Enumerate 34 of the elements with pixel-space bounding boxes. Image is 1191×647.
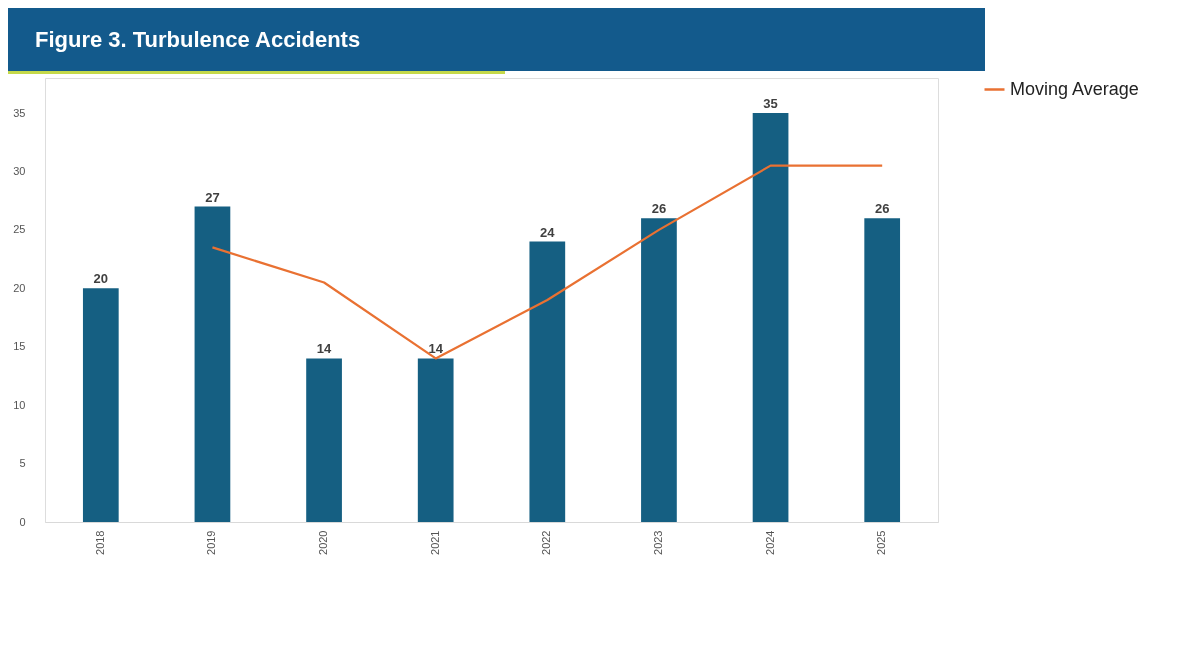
bar	[752, 113, 789, 522]
y-tick-label: 35	[13, 106, 26, 119]
bar	[306, 358, 342, 522]
x-tick-label: 2020	[317, 530, 330, 555]
data-label: 14	[316, 341, 333, 357]
data-label: 26	[874, 201, 890, 217]
x-tick-label: 2025	[875, 530, 888, 555]
data-label: 14	[428, 341, 444, 357]
bar	[417, 358, 454, 522]
y-tick-label: 15	[13, 340, 26, 353]
data-label: 24	[540, 224, 556, 240]
data-label: 26	[651, 201, 667, 217]
chart-title: Figure 3. Turbulence Accidents	[35, 27, 361, 52]
y-tick-label: 0	[19, 515, 26, 528]
x-tick-label: 2023	[651, 530, 664, 555]
data-label: 20	[93, 271, 109, 287]
x-tick-label: 2019	[205, 530, 218, 555]
y-tick-label: 20	[13, 281, 26, 294]
data-label: 27	[205, 189, 220, 205]
x-tick-label: 2018	[93, 530, 106, 555]
x-tick-label: 2022	[540, 530, 553, 555]
x-tick-label: 2024	[763, 530, 776, 555]
y-tick-label: 5	[19, 457, 26, 470]
bar	[529, 241, 566, 522]
y-tick-label: 30	[13, 164, 26, 177]
bar	[194, 206, 231, 522]
y-tick-label: 25	[13, 223, 26, 236]
bar	[82, 288, 119, 522]
bar	[864, 218, 901, 522]
bar	[641, 218, 677, 522]
data-label: 35	[763, 96, 778, 112]
legend-label: Moving Average	[1010, 78, 1139, 99]
y-tick-label: 10	[13, 398, 26, 411]
x-tick-label: 2021	[428, 530, 441, 555]
